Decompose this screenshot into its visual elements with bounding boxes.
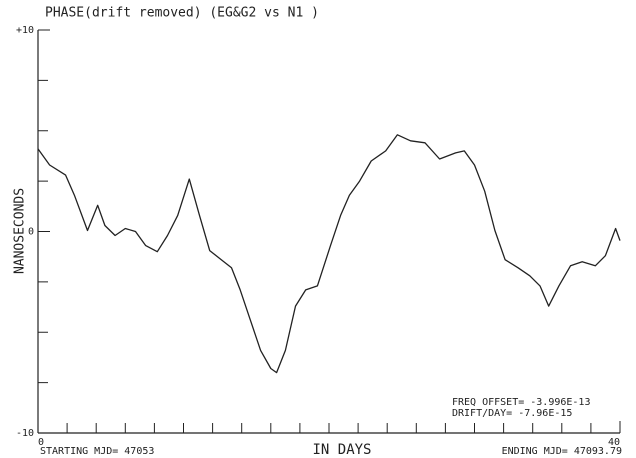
x-axis-label: IN DAYS bbox=[312, 442, 371, 458]
start-label: STARTING MJD= 47053 bbox=[40, 446, 154, 457]
y-tick-label: 0 bbox=[28, 227, 34, 238]
x-tick-label: 0 bbox=[38, 437, 44, 448]
y-axis-label: NANOSECONDS bbox=[13, 188, 28, 274]
chart-title: PHASE(drift removed) (EG&G2 vs N1 ) bbox=[45, 6, 319, 21]
x-tick-label: 40 bbox=[608, 437, 620, 448]
y-tick-label: +10 bbox=[16, 25, 34, 36]
data-line bbox=[37, 134, 621, 374]
annotation: FREQ OFFSET= -3.996E-13 bbox=[452, 397, 590, 408]
end-label: ENDING MJD= 47093.79 bbox=[502, 446, 622, 457]
annotation: DRIFT/DAY= -7.96E-15 bbox=[452, 408, 572, 419]
y-tick-label: -10 bbox=[16, 428, 34, 439]
